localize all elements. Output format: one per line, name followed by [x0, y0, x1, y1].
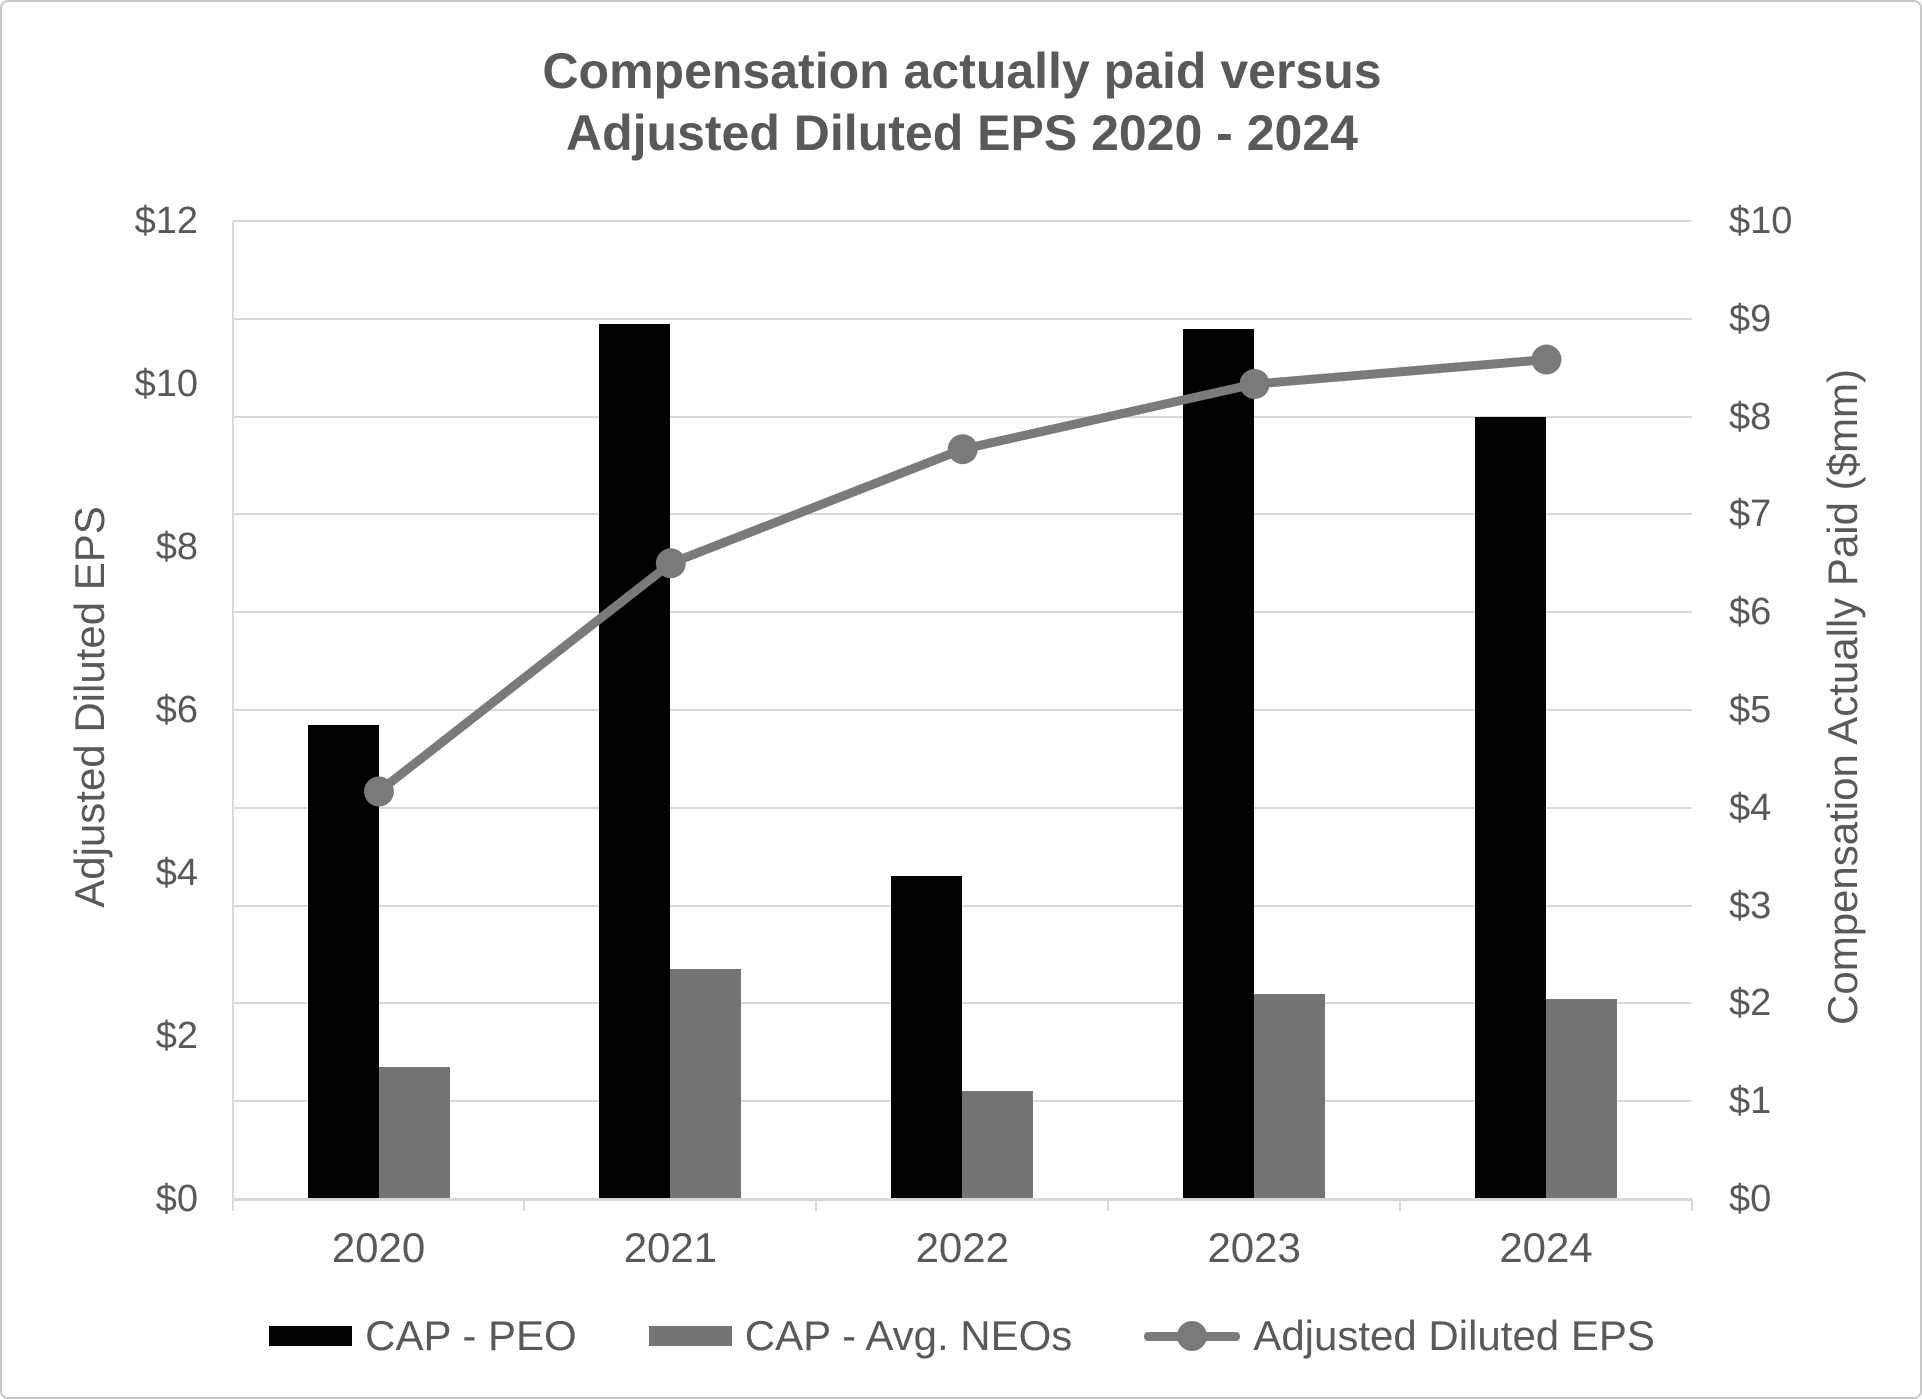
left-axis-tick-label: $4	[155, 852, 198, 894]
eps-marker-2022	[947, 434, 978, 465]
bar-cap-avg-neos-2022	[962, 1091, 1034, 1199]
left-axis-tick-label: $6	[155, 689, 198, 731]
legend-item-cap-avg-neos: CAP - Avg. NEOs	[648, 1312, 1073, 1360]
chart-title-line1: Compensation actually paid versus	[542, 43, 1382, 99]
eps-marker-2024	[1531, 344, 1562, 375]
eps-line	[374, 355, 1551, 796]
left-axis-tick-label: $2	[155, 1015, 198, 1057]
gridline	[232, 415, 1692, 418]
gridline	[232, 220, 1692, 222]
legend-label-adjusted-diluted-eps: Adjusted Diluted EPS	[1253, 1312, 1655, 1359]
right-axis-tick-label: $0	[1729, 1178, 1772, 1220]
gridline	[232, 709, 1692, 711]
right-axis-tick-label: $1	[1729, 1080, 1772, 1123]
eps-line-series	[363, 344, 1562, 807]
bar-cap-avg-neos-2021	[670, 969, 742, 1199]
x-axis-baseline	[232, 1198, 1692, 1201]
bar-cap-peo-2023	[1183, 328, 1255, 1199]
bar-cap-avg-neos-2024	[1546, 998, 1618, 1199]
x-axis-tick	[231, 1199, 234, 1211]
left-axis-tick-label: $8	[155, 526, 198, 568]
right-axis-tick-label: $3	[1729, 884, 1772, 927]
left-axis-tick-label: $0	[155, 1178, 198, 1220]
bar-cap-peo-2024	[1475, 416, 1547, 1199]
eps-line-swatch	[1144, 1321, 1241, 1351]
gridline	[232, 513, 1692, 516]
x-axis-category-label: 2022	[915, 1224, 1010, 1271]
legend-item-cap-peo: CAP - PEO	[269, 1312, 577, 1360]
left-axis-tick-label: $10	[134, 363, 198, 405]
legend-item-adjusted-diluted-eps: Adjusted Diluted EPS	[1144, 1312, 1655, 1360]
x-axis-tick	[1399, 1199, 1402, 1211]
legend: CAP - PEO CAP - Avg. NEOs Adjusted Dilut…	[232, 1306, 1692, 1366]
x-axis-category-label: 2024	[1499, 1224, 1593, 1271]
x-axis-tick	[815, 1199, 818, 1211]
gridline	[232, 317, 1692, 320]
bar-cap-peo-2021	[599, 323, 671, 1199]
gridline	[232, 806, 1692, 809]
chart-title-line2: Adjusted Diluted EPS 2020 - 2024	[566, 105, 1358, 161]
bar-cap-peo-2020	[307, 724, 379, 1199]
x-axis-tick	[1107, 1199, 1110, 1211]
right-axis-tick-label: $8	[1729, 395, 1772, 438]
eps-marker-2021	[655, 548, 686, 579]
x-axis-category-label: 2023	[1207, 1224, 1301, 1271]
right-axis-tick-label: $4	[1729, 786, 1772, 829]
bar-cap-peo-2022	[891, 876, 963, 1199]
eps-marker-2020	[363, 776, 394, 807]
right-axis-tick-label: $7	[1729, 493, 1772, 536]
cap-peo-swatch	[269, 1326, 353, 1346]
right-axis-tick-label: $10	[1729, 200, 1793, 242]
bar-cap-avg-neos-2023	[1254, 993, 1326, 1199]
y-axis-line	[231, 221, 234, 1211]
legend-label-cap-avg-neos: CAP - Avg. NEOs	[744, 1312, 1073, 1359]
x-axis-category-label: 2021	[623, 1224, 718, 1271]
right-axis-tick-label: $6	[1729, 591, 1772, 634]
eps-line-swatch-marker-icon	[1177, 1321, 1208, 1351]
bar-cap-avg-neos-2020	[378, 1066, 450, 1199]
chart-title: Compensation actually paid versus Adjust…	[232, 40, 1692, 164]
left-axis-tick-label: $12	[134, 200, 198, 242]
x-axis-category-label: 2020	[331, 1224, 426, 1271]
cap-avg-neos-swatch	[648, 1326, 732, 1346]
gridline	[232, 611, 1692, 614]
right-axis-tick-label: $5	[1729, 689, 1772, 731]
legend-label-cap-peo: CAP - PEO	[365, 1312, 577, 1359]
eps-marker-2023	[1239, 369, 1270, 400]
x-axis-tick	[1691, 1199, 1693, 1211]
x-axis-tick	[523, 1199, 526, 1211]
right-axis-tick-label: $2	[1729, 982, 1772, 1025]
right-axis-tick-label: $9	[1729, 297, 1772, 340]
